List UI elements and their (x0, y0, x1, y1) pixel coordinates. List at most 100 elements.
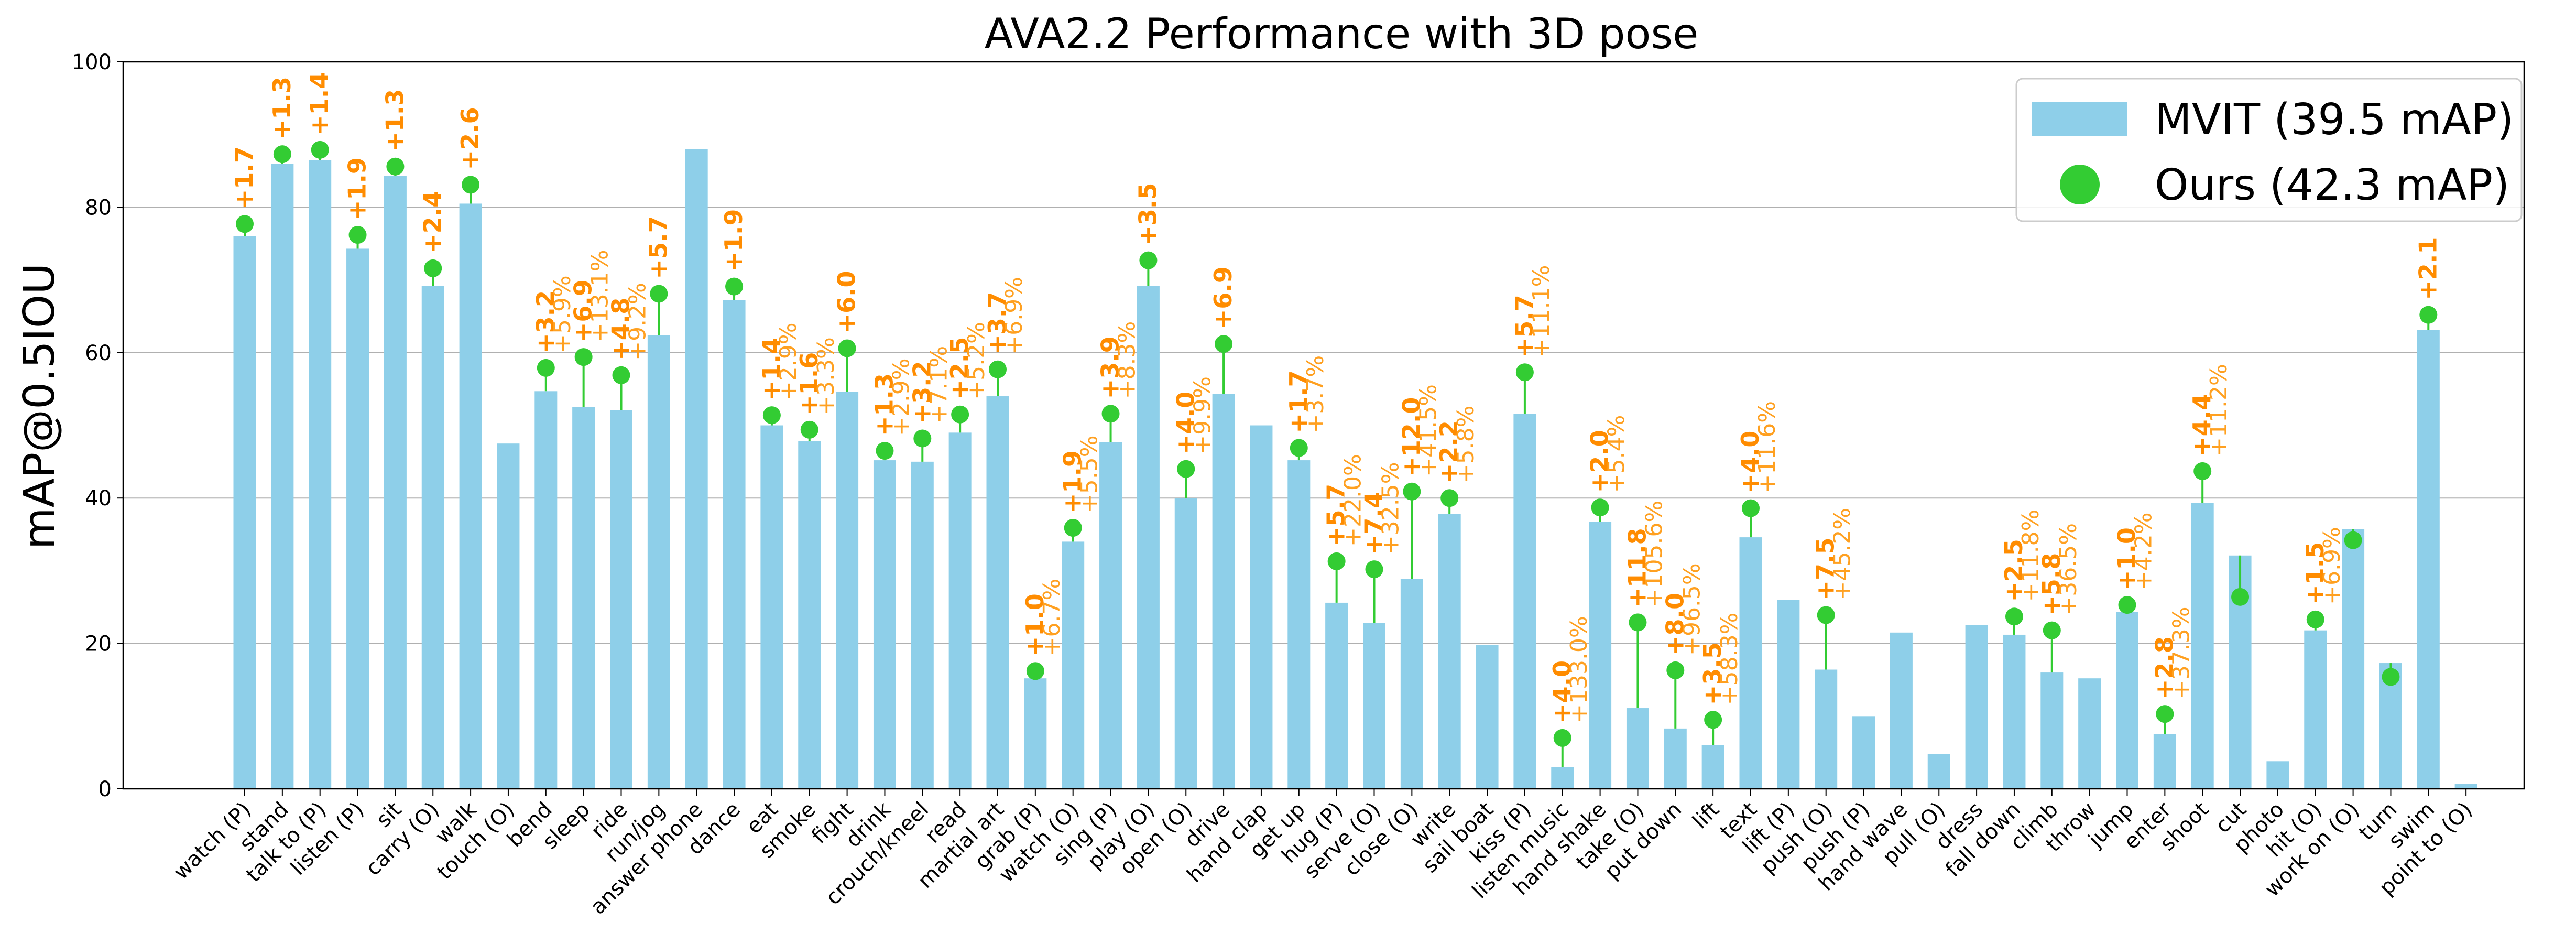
percent-gain-label: +3.3% (813, 337, 839, 415)
marker-ours (424, 259, 442, 277)
data-labels: +1.7+1.3 +1.4+1.9+1.3+2.4+2.6+3.2+5.9%+6.… (230, 72, 2442, 723)
gain-label: +5.7 (644, 216, 672, 279)
bar-mvit (1551, 767, 1574, 789)
gain-label: +3.7 (983, 292, 1011, 355)
bar-mvit (384, 176, 407, 789)
y-tick-label: 0 (99, 777, 112, 801)
marker-ours (1290, 439, 1308, 457)
marker-ours (1365, 560, 1383, 579)
bar-mvit (798, 441, 821, 789)
gain-label: +4.0 (1548, 660, 1576, 723)
bar-mvit (233, 236, 256, 789)
gain-label: +4.0 (1736, 431, 1764, 494)
percent-gain-label: +6.9% (2319, 527, 2345, 605)
bar-mvit (572, 407, 595, 789)
percent-gain-label: +11.1% (1528, 265, 1555, 358)
marker-ours (913, 429, 932, 448)
marker-ours (1742, 499, 1760, 517)
percent-gain-label: +4.2% (2131, 512, 2157, 590)
bar-mvit (2116, 612, 2138, 789)
gain-label: +7.5 (1811, 537, 1840, 600)
marker-ours (1440, 489, 1459, 507)
bar-mvit (1400, 579, 1423, 789)
gain-label: +8.0 (1661, 593, 1689, 656)
gain-label: +5.7 (1322, 484, 1350, 547)
gain-label: +2.6 (456, 107, 484, 170)
marker-ours (311, 140, 329, 159)
bar-mvit (647, 335, 670, 789)
gain-label: +4.0 (1171, 392, 1199, 454)
percent-gain-label: +11.6% (1754, 401, 1781, 494)
marker-ours (2419, 306, 2438, 324)
y-tick-label: 20 (85, 632, 112, 656)
gain-label: +4.4 (2188, 394, 2216, 457)
bar-mvit (1250, 425, 1273, 789)
bar-mvit (1062, 541, 1085, 789)
bar-mvit (1777, 600, 1800, 789)
gain-label: +2.5 (945, 337, 974, 400)
marker-ours (838, 339, 856, 357)
gain-label: +2.4 (418, 191, 446, 254)
plot-frame (122, 61, 2525, 790)
bar-mvit (534, 391, 558, 789)
gain-label: +1.7 (1284, 370, 1313, 433)
bar-mvit (986, 396, 1009, 789)
gain-label: +1.9 (343, 157, 372, 220)
bar-mvit (873, 460, 896, 789)
marker-ours (1629, 613, 1647, 632)
bar-mvit (911, 461, 934, 789)
percent-gain-label: +6.7% (1039, 579, 1065, 657)
gain-label: +3.2 (908, 361, 936, 424)
y-tick-label: 80 (85, 196, 112, 220)
percent-gain-label: +2.9% (888, 358, 914, 436)
gain-label: +1.5 (2301, 542, 2329, 605)
marker-ours (1403, 482, 1421, 501)
marker-ours (1327, 552, 1346, 570)
percent-gain-label: +45.2% (1829, 508, 1856, 601)
legend: MVIT (39.5 mAP) Ours (42.3 mAP) (2015, 78, 2523, 222)
gain-label: +2.0 (1586, 430, 1614, 493)
bar-mvit (459, 203, 482, 789)
bar-mvit (685, 149, 708, 789)
bar-mvit (1739, 537, 1762, 789)
bar-mvit (309, 160, 332, 789)
chart-title: AVA2.2 Performance with 3D pose (985, 9, 1699, 58)
bar-mvit (1438, 514, 1461, 789)
percent-gain-label: +7.1% (925, 346, 952, 424)
marker-ours (1026, 662, 1044, 680)
bar-mvit (1626, 708, 1649, 789)
marker-ours (951, 405, 969, 424)
bar-mvit (2191, 503, 2214, 789)
gain-label: +2.8 (2150, 636, 2178, 699)
percent-gain-label: +5.5% (1076, 435, 1103, 513)
y-tick-label: 60 (85, 341, 112, 365)
marker-ours (1064, 519, 1082, 537)
marker-ours (386, 157, 405, 176)
bar-mvit (2417, 330, 2440, 789)
percent-gain-label: +32.5% (1378, 462, 1404, 555)
bar-mvit (2040, 672, 2064, 789)
percent-gain-label: +9.9% (1189, 376, 1216, 454)
gain-label: +1.4 (757, 338, 785, 400)
marker-ours (574, 348, 593, 366)
y-tick-label: 40 (85, 486, 112, 511)
marker-ours (1177, 460, 1195, 478)
gain-label: +3.9 (1096, 336, 1125, 399)
marker-ours (650, 285, 668, 303)
markers (236, 140, 2438, 747)
percent-gain-label: +58.3% (1716, 613, 1743, 706)
percent-gain-label: +11.8% (2017, 509, 2044, 602)
marker-ours (1704, 711, 1722, 729)
gain-label: +3.2 (531, 290, 560, 353)
bar-mvit (2153, 734, 2176, 789)
bar-mvit (421, 286, 444, 789)
marker-ours (2005, 607, 2023, 626)
marker-ours (2382, 668, 2400, 686)
gain-label: +2.1 (2414, 237, 2442, 300)
percent-gain-label: +96.5% (1678, 563, 1705, 656)
gain-label: +11.8 (1623, 528, 1651, 607)
percent-gain-label: +105.6% (1641, 501, 1667, 608)
y-tick-label: 100 (72, 50, 112, 74)
bar-mvit (1476, 645, 1499, 789)
marker-ours (2193, 462, 2212, 480)
